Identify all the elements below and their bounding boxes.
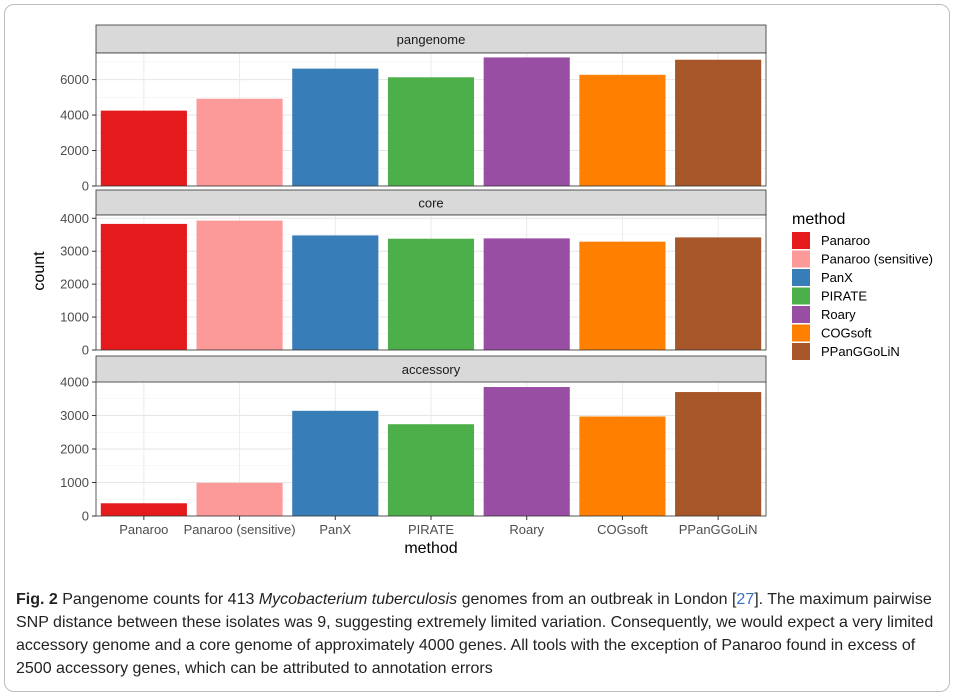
- facet-panel-border: [95, 52, 767, 187]
- figure-caption: Fig. 2 Pangenome counts for 413 Mycobact…: [16, 588, 936, 680]
- facet-strip: [95, 355, 767, 383]
- caption-text-3: ]. The maximum pairwise SNP distance bet…: [16, 591, 934, 677]
- caption-species: Mycobacterium tuberculosis: [258, 591, 458, 608]
- bar-core-0: [100, 223, 187, 350]
- x-tick-label: Panaroo (sensitive): [184, 522, 296, 537]
- y-tick-label: 6000: [60, 72, 89, 87]
- legend-swatch: [792, 324, 810, 342]
- legend-swatch: [792, 269, 810, 286]
- facet-panel-border: [95, 214, 767, 351]
- facet-strip-label: core: [418, 196, 443, 211]
- legend-swatch: [792, 232, 810, 249]
- y-tick-label: 1000: [60, 310, 89, 325]
- y-tick-label: 3000: [60, 244, 89, 259]
- y-axis-title: count: [31, 251, 48, 291]
- y-tick-label: 3000: [60, 408, 89, 423]
- y-tick-label: 4000: [60, 375, 89, 390]
- y-tick-label: 0: [82, 509, 89, 524]
- x-tick-label: PanX: [319, 522, 351, 537]
- x-tick-label: COGsoft: [597, 522, 648, 537]
- bar-pangenome-4: [483, 57, 570, 186]
- legend-label: COGsoft: [821, 326, 872, 341]
- bar-core-3: [387, 238, 475, 350]
- x-tick-label: Roary: [509, 522, 544, 537]
- x-tick-label: Panaroo: [119, 522, 168, 537]
- bar-pangenome-5: [579, 74, 666, 186]
- facet-strip-label: accessory: [402, 362, 461, 377]
- bar-pangenome-1: [196, 98, 283, 186]
- bar-accessory-1: [196, 482, 283, 516]
- y-tick-label: 0: [82, 343, 89, 358]
- bar-pangenome-0: [100, 110, 187, 186]
- caption-reference-link[interactable]: 27: [736, 591, 755, 608]
- caption-text-1: Pangenome counts for 413: [62, 591, 255, 608]
- bar-pangenome-2: [292, 68, 379, 186]
- bar-accessory-2: [292, 410, 379, 516]
- y-tick-label: 4000: [60, 211, 89, 226]
- legend-title: method: [792, 211, 845, 228]
- bar-core-5: [579, 241, 666, 350]
- legend-label: PanX: [821, 270, 853, 285]
- y-tick-label: 1000: [60, 475, 89, 490]
- legend-label: PPanGGoLiN: [821, 344, 900, 359]
- bar-accessory-3: [387, 424, 475, 516]
- legend-swatch: [792, 343, 810, 360]
- bar-core-6: [675, 237, 762, 350]
- bar-core-2: [292, 235, 379, 350]
- legend-swatch: [792, 306, 810, 323]
- bar-pangenome-6: [675, 59, 762, 187]
- bar-accessory-0: [100, 503, 187, 516]
- figure-label: Fig. 2: [16, 591, 58, 608]
- bar-pangenome-3: [387, 77, 475, 186]
- faceted-bar-chart: pangenome 0 2000 4000 6000 core 0 1000 2000 3000 4…: [31, 24, 933, 557]
- y-tick-label: 2000: [60, 277, 89, 292]
- y-tick-label: 4000: [60, 108, 89, 123]
- y-tick-label: 0: [82, 179, 89, 194]
- legend-swatch: [792, 287, 810, 305]
- bar-accessory-4: [483, 387, 570, 516]
- facet-strip: [95, 189, 767, 216]
- legend-label: PIRATE: [821, 289, 867, 304]
- bar-core-1: [196, 220, 283, 350]
- legend-swatch: [792, 250, 810, 268]
- facet-strip-label: pangenome: [397, 32, 466, 47]
- legend-label: Panaroo (sensitive): [821, 252, 933, 267]
- bar-accessory-5: [579, 416, 666, 516]
- x-axis-title: method: [404, 540, 457, 557]
- legend-label: Roary: [821, 307, 856, 322]
- legend-label: Panaroo: [821, 233, 870, 248]
- y-tick-label: 2000: [60, 442, 89, 457]
- facet-strip: [95, 24, 767, 54]
- caption-text-2: genomes from an outbreak in London [: [461, 591, 737, 608]
- x-tick-label: PPanGGoLiN: [679, 522, 758, 537]
- bar-accessory-6: [675, 392, 762, 516]
- bar-core-4: [483, 238, 570, 350]
- x-tick-label: PIRATE: [408, 522, 454, 537]
- y-tick-label: 2000: [60, 143, 89, 158]
